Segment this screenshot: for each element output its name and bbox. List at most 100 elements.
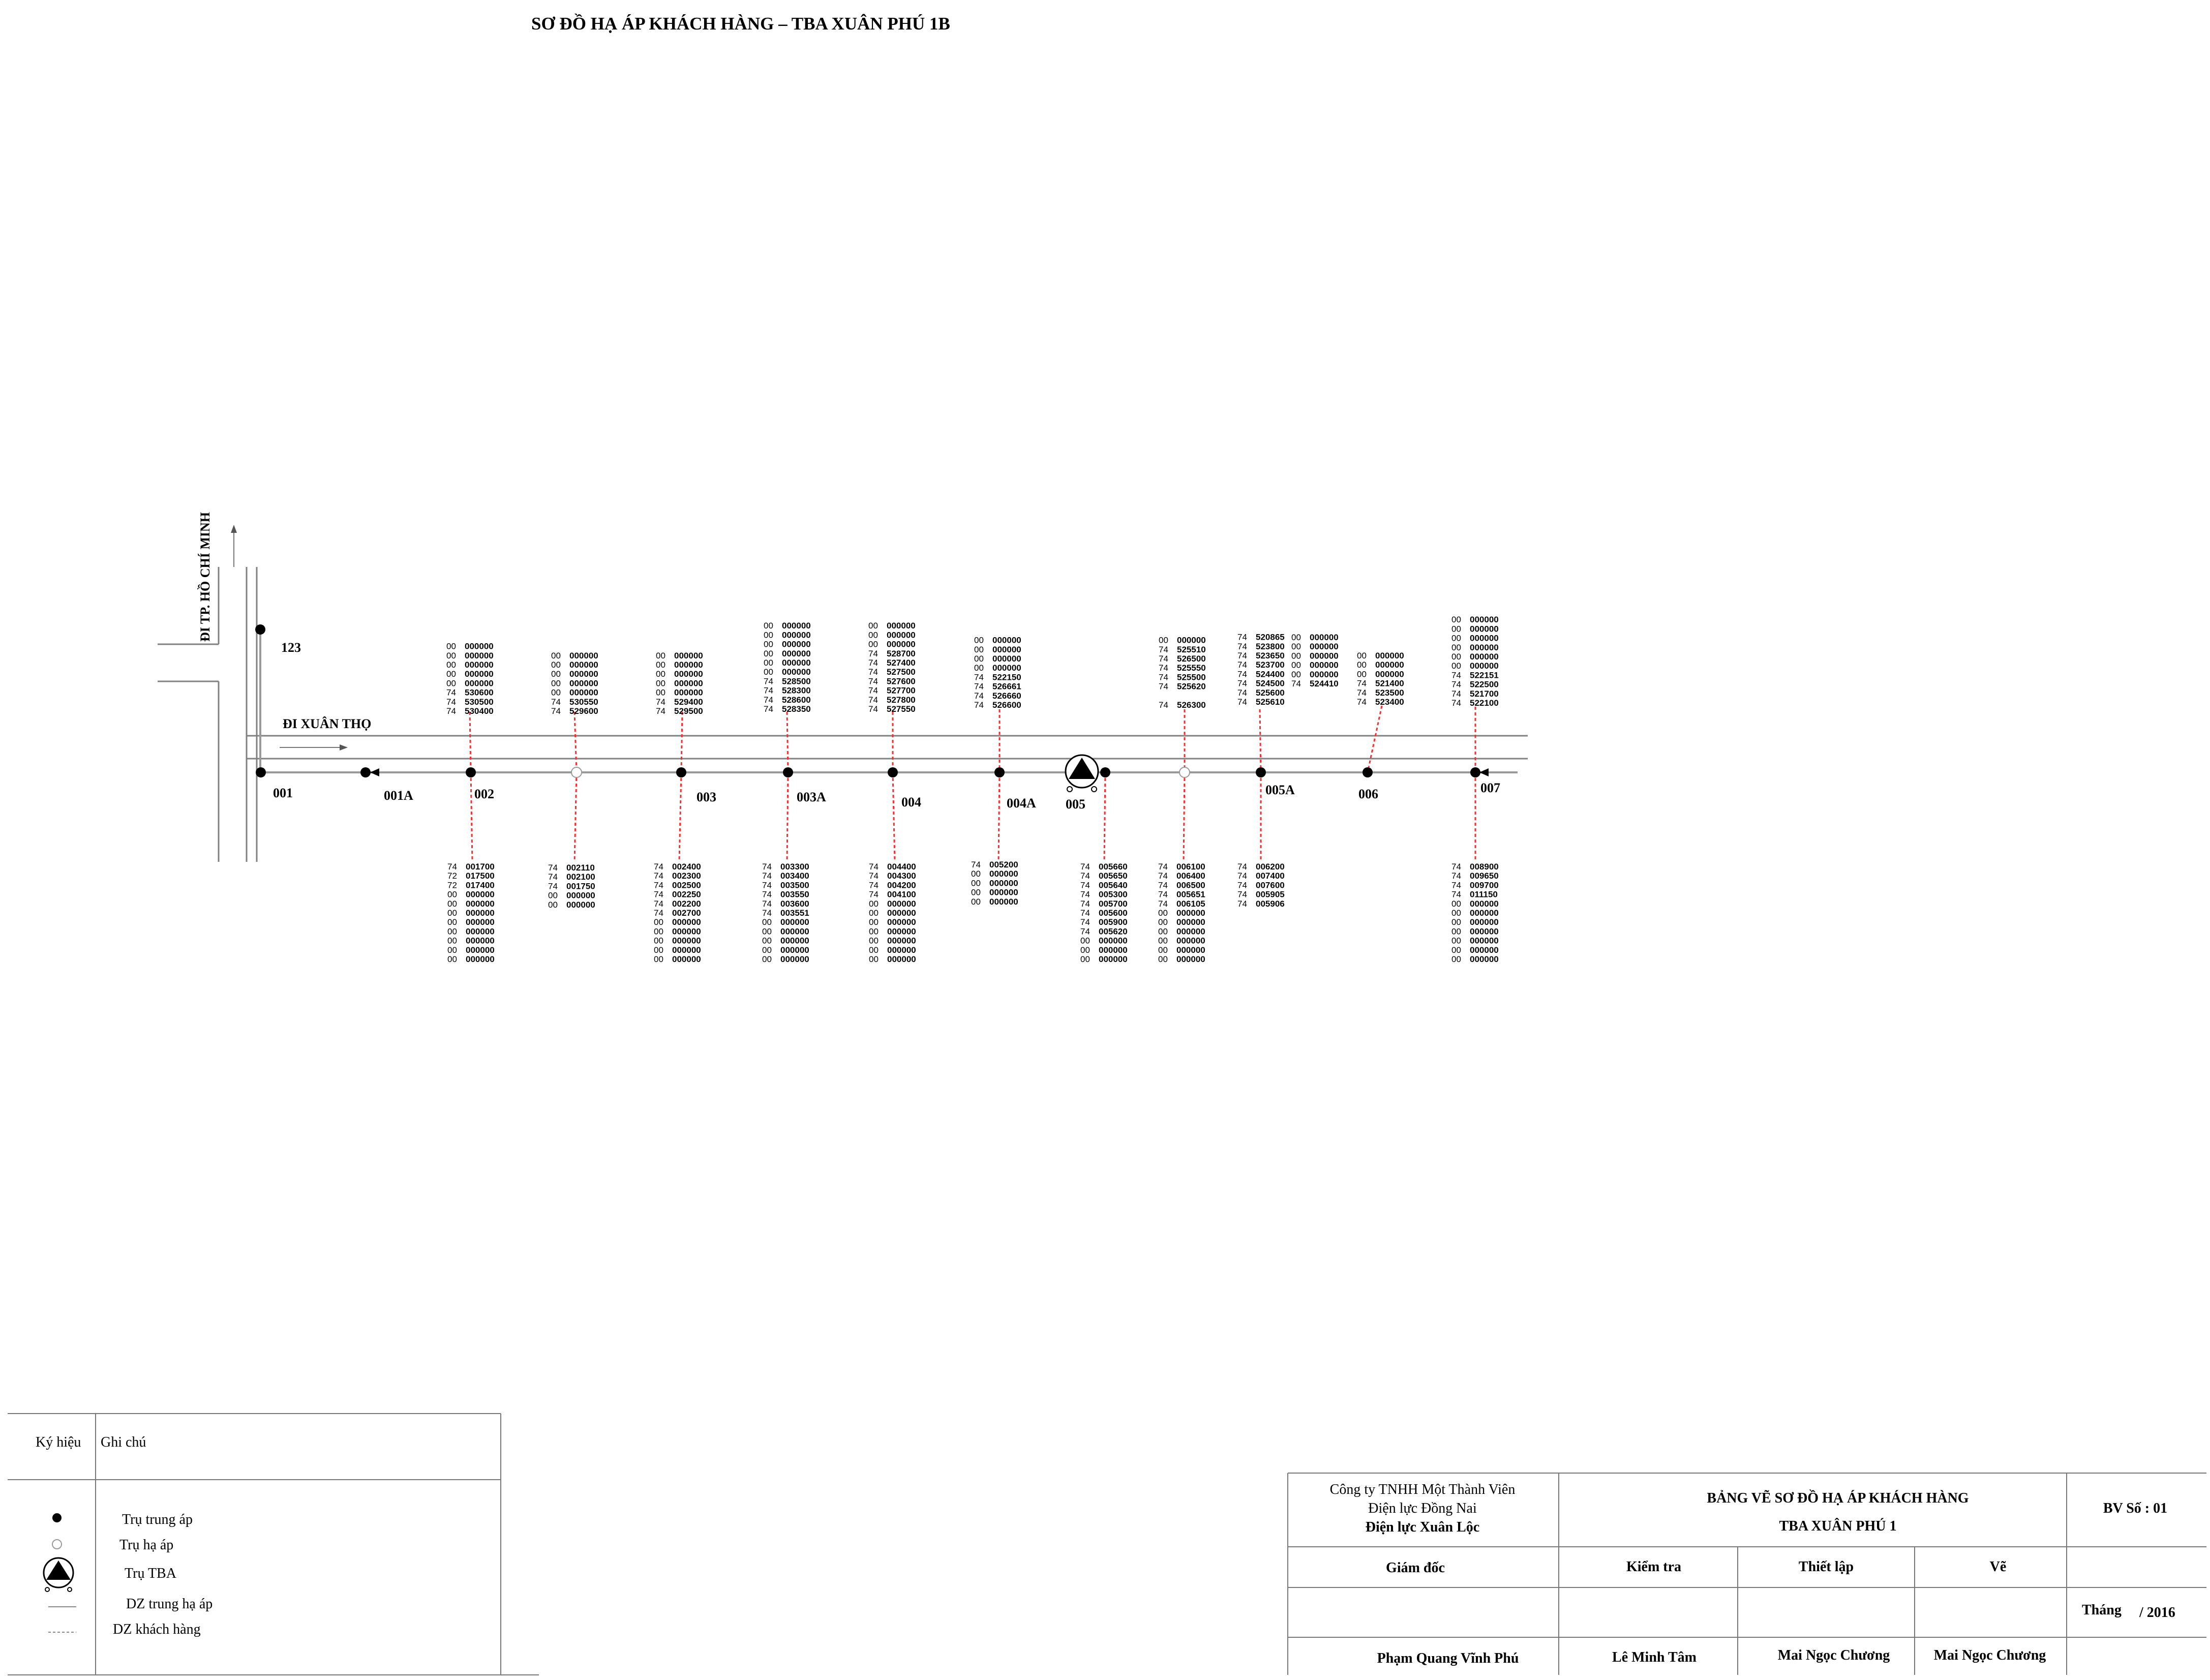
- sheet-number: BV Số : 01: [2103, 1501, 2167, 1516]
- customer-code: 526300: [1177, 700, 1206, 710]
- customer-code-row: 74 525620: [1159, 682, 1206, 692]
- customer-prefix: 00: [869, 936, 879, 946]
- customer-code: 000000: [1099, 954, 1128, 964]
- customer-code-row: 74 009650: [1451, 871, 1499, 881]
- role-director: Giám đốc: [1386, 1560, 1445, 1576]
- customer-code: 002100: [566, 872, 595, 882]
- customer-code-row: 00 000000: [1357, 651, 1404, 661]
- customer-code: 000000: [782, 658, 811, 668]
- customer-code: 000000: [780, 936, 809, 946]
- customer-code-row: 00 000000: [868, 621, 916, 631]
- customer-code: 527600: [887, 676, 916, 686]
- customer-code-row: 00 000000: [1158, 917, 1205, 927]
- customer-code: 000000: [782, 667, 811, 677]
- customer-code-row: 74 525600: [1237, 688, 1285, 698]
- customer-code-row: 74 521700: [1451, 689, 1499, 699]
- customer-code: 004300: [887, 871, 916, 881]
- pole-label: 006: [1358, 787, 1378, 801]
- customer-code: 006500: [1176, 880, 1205, 890]
- customer-code-row: 74 530550: [551, 697, 598, 707]
- customer-code-row: 74 526300: [1159, 700, 1206, 710]
- customer-code-row: 74 006200: [1237, 862, 1285, 872]
- customer-prefix: 74: [1237, 669, 1247, 679]
- customer-prefix: 74: [656, 697, 665, 707]
- customer-code: 000000: [1470, 899, 1499, 909]
- customer-prefix: 00: [869, 954, 879, 964]
- customer-code: 527500: [887, 667, 916, 677]
- customer-code-row: 74 527550: [868, 704, 916, 714]
- legend-item-label: DZ trung hạ áp: [126, 1596, 213, 1612]
- customer-code: 000000: [1470, 945, 1499, 955]
- customer-code-row: 00 000000: [974, 654, 1021, 664]
- customer-prefix: 00: [447, 945, 457, 955]
- customer-code: 000000: [887, 630, 916, 640]
- customer-code: 005660: [1099, 862, 1128, 872]
- customer-code-row: 74 525550: [1159, 663, 1206, 673]
- customer-code-row: 74 007600: [1237, 880, 1285, 890]
- customer-code-row: 00 000000: [1291, 651, 1339, 661]
- customer-prefix: 00: [971, 888, 981, 897]
- customer-code-row: 74 008900: [1451, 862, 1499, 872]
- customer-code-row: 74 005200: [971, 860, 1018, 869]
- customer-prefix: 74: [1451, 680, 1461, 689]
- customer-code-row: 74 006105: [1158, 899, 1205, 909]
- customer-code: 000000: [466, 890, 495, 899]
- customer-code-row: 74 528300: [764, 686, 811, 696]
- customer-drop-lines: [469, 705, 1476, 862]
- customer-code-row: 00 000000: [654, 917, 701, 927]
- customer-code: 522100: [1470, 698, 1499, 708]
- customer-code: 000000: [1310, 642, 1339, 651]
- customer-prefix: 00: [868, 630, 878, 640]
- customer-prefix: 00: [1291, 633, 1301, 642]
- customer-prefix: 74: [762, 871, 772, 881]
- customer-code-row: 00 000000: [447, 917, 495, 927]
- customer-code-row: 00 000000: [654, 945, 701, 955]
- customer-code-row: 74 003300: [762, 862, 809, 872]
- road-label-horizontal: ĐI XUÂN THỌ: [283, 716, 371, 731]
- customer-prefix: 74: [974, 700, 984, 710]
- customer-code: 000000: [466, 899, 495, 909]
- road-network: [158, 525, 1528, 862]
- customer-code-row: 00 000000: [1159, 636, 1206, 645]
- customer-code-row: 00 000000: [1357, 669, 1404, 679]
- customer-prefix: 00: [446, 651, 456, 661]
- customer-code-row: 74 524500: [1237, 679, 1285, 688]
- customer-code-row: 00 000000: [1080, 936, 1128, 946]
- customer-code: 000000: [1375, 651, 1404, 661]
- customer-code: 005905: [1256, 890, 1285, 899]
- customer-code: 000000: [1470, 936, 1499, 946]
- customer-code: 000000: [1176, 936, 1205, 946]
- customer-code-row: 74 522100: [1451, 698, 1499, 708]
- customer-code-row: 74 523650: [1237, 651, 1285, 661]
- customer-code-row: 74 006100: [1158, 862, 1205, 872]
- customer-code-row: 74 002700: [654, 908, 701, 918]
- customer-code-row: 74 522151: [1451, 670, 1499, 680]
- customer-code: 000000: [1470, 634, 1499, 643]
- customer-code: 002110: [566, 863, 595, 873]
- customer-code-row: 00 000000: [447, 890, 495, 899]
- customer-code-row: 74 009700: [1451, 880, 1499, 890]
- customer-prefix: 00: [1451, 936, 1461, 946]
- customer-code: 529500: [674, 706, 703, 716]
- customer-code-row: 74 528350: [764, 704, 811, 714]
- customer-prefix: 74: [1237, 679, 1247, 688]
- customer-code-row: 00 000000: [1291, 633, 1339, 642]
- customer-code: 000000: [465, 660, 494, 670]
- customer-code: 002200: [672, 899, 701, 909]
- customer-code: 523700: [1256, 660, 1285, 670]
- mv-pole-icon: [255, 624, 265, 635]
- customer-code-row: 00 000000: [869, 926, 916, 936]
- customer-code-row: 00 000000: [1451, 917, 1499, 927]
- customer-code: 529600: [569, 706, 598, 716]
- customer-prefix: 00: [764, 649, 773, 658]
- customer-prefix: 00: [447, 890, 457, 899]
- customer-code-row: 74 523500: [1357, 688, 1404, 698]
- customer-code-row: 74 527600: [868, 676, 916, 686]
- customer-code: 000000: [1470, 615, 1499, 624]
- month-label: Tháng: [2082, 1602, 2122, 1618]
- customer-code: 524500: [1256, 679, 1285, 688]
- customer-code: 009700: [1470, 880, 1499, 890]
- customer-code: 527550: [887, 704, 916, 714]
- customer-prefix: 74: [1158, 862, 1168, 872]
- customer-code: 000000: [569, 669, 598, 679]
